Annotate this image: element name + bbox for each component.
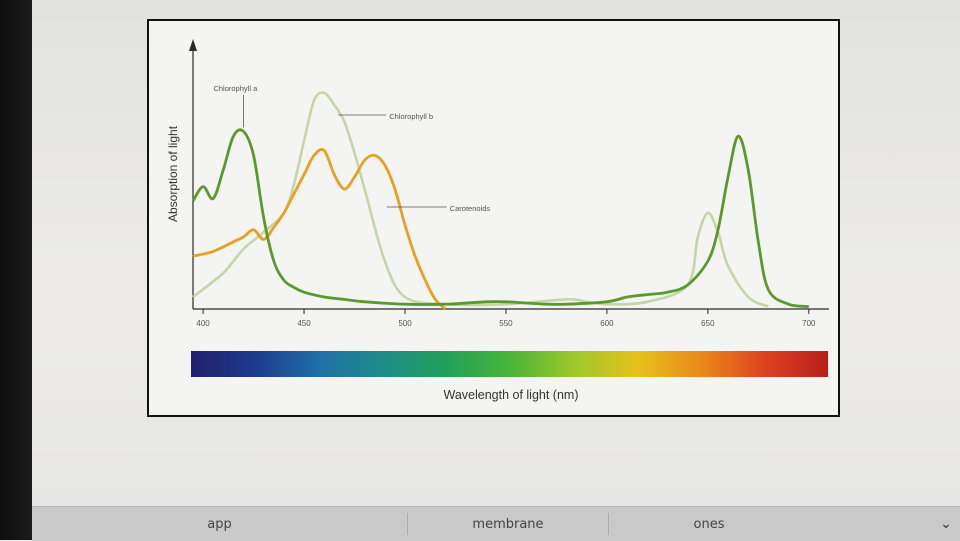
x-tick-label: 550 xyxy=(499,319,513,328)
x-axis-label: Wavelength of light (nm) xyxy=(443,388,578,402)
visible-spectrum-bar xyxy=(191,351,828,377)
suggestion-ones[interactable]: ones xyxy=(693,516,725,532)
x-tick-label: 450 xyxy=(297,319,311,328)
device-bezel xyxy=(0,0,32,540)
x-tick-label: 600 xyxy=(600,319,614,328)
x-tick-label: 500 xyxy=(398,319,412,328)
carotenoids-curve xyxy=(192,148,447,311)
chevron-down-icon[interactable]: ⌄ xyxy=(940,516,952,532)
keyboard-suggestion-bar: app membrane ones ⌄ xyxy=(32,506,960,541)
chlorophyll-a-curve xyxy=(191,128,809,308)
figure-frame: Absorption of light 400 450 500 550 600 650 70… xyxy=(147,19,840,417)
suggestion-divider xyxy=(608,513,609,535)
suggestion-app[interactable]: app xyxy=(207,516,232,532)
suggestion-divider xyxy=(407,513,408,535)
y-axis-arrow-icon xyxy=(189,39,197,51)
x-tick-label: 700 xyxy=(802,319,816,328)
x-tick-label: 400 xyxy=(196,319,210,328)
suggestion-membrane[interactable]: membrane xyxy=(472,516,544,532)
carotenoids-label: Carotenoids xyxy=(450,204,491,213)
absorption-chart: Absorption of light 400 450 500 550 600 650 70… xyxy=(166,39,829,402)
x-tick-label: 650 xyxy=(701,319,715,328)
chlorophyll-a-label: Chlorophyll a xyxy=(213,84,258,93)
y-axis-label: Absorption of light xyxy=(166,125,180,222)
chlorophyll-b-label: Chlorophyll b xyxy=(389,112,433,121)
